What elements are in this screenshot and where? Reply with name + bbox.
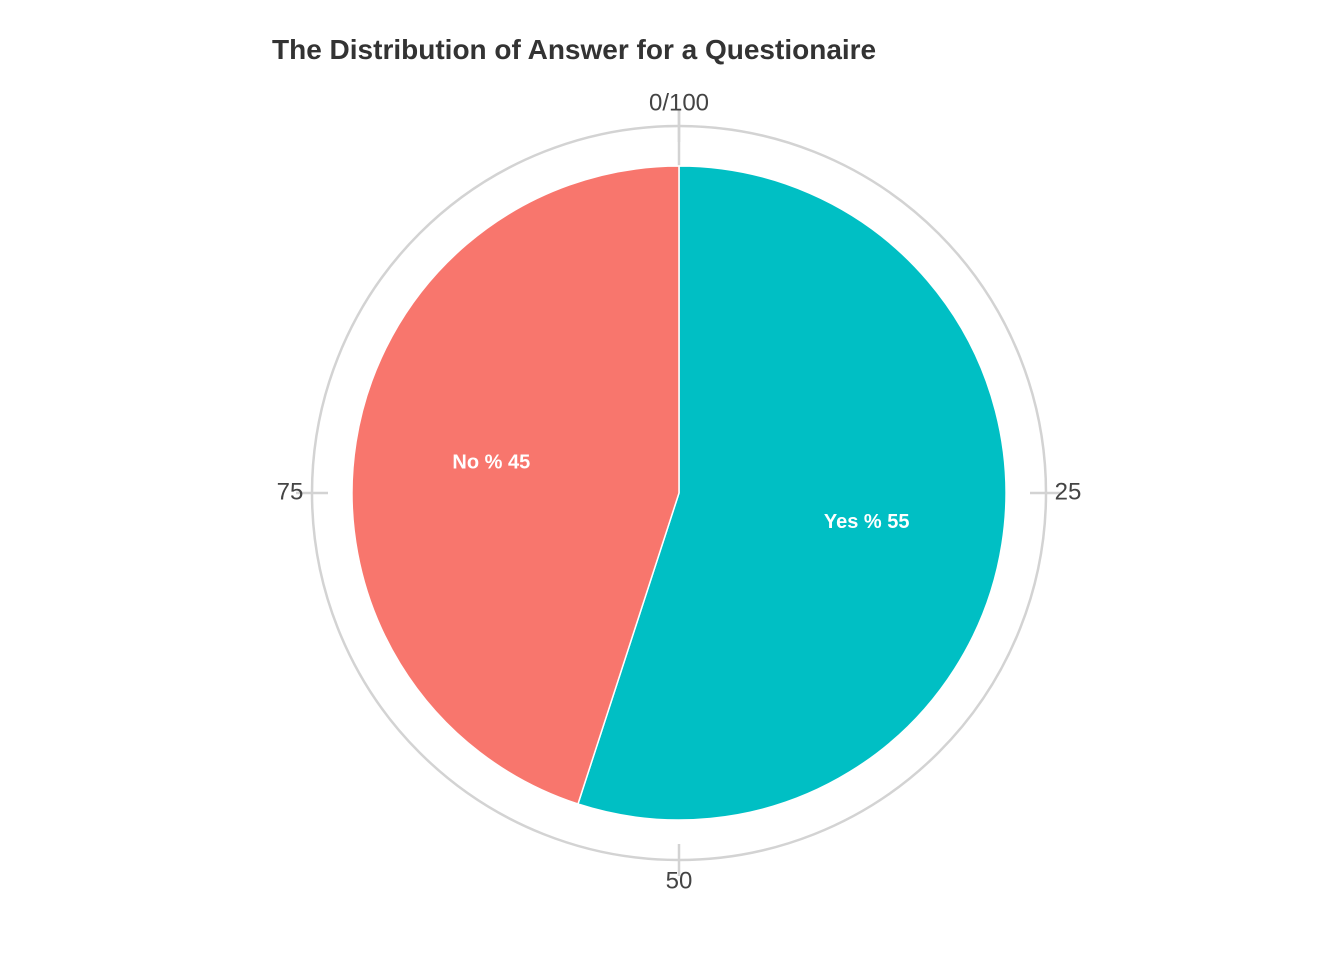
chart-title: The Distribution of Answer for a Questio…	[272, 34, 877, 65]
pie-slice-yes	[577, 165, 1007, 821]
axis-tick-labels: 0/100 25 50 75	[277, 89, 1082, 894]
tick-label-0: 0/100	[649, 89, 709, 116]
slice-label-yes: Yes % 55	[824, 511, 910, 533]
slice-label-no: No % 45	[452, 452, 530, 474]
pie-slice-no	[351, 165, 680, 805]
pie-slices	[351, 165, 1007, 821]
tick-label-50: 50	[666, 867, 693, 894]
tick-label-25: 25	[1055, 478, 1082, 505]
polar-grid	[296, 110, 1062, 876]
slice-labels: Yes % 55 No % 45	[452, 452, 909, 533]
tick-label-75: 75	[277, 478, 304, 505]
